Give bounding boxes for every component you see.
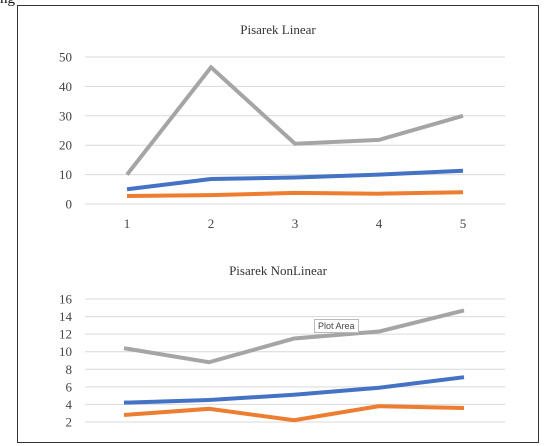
linear-y-tick-label: 0 xyxy=(66,197,73,212)
linear-series-line xyxy=(126,190,464,199)
nonlinear-y-tick-label: 8 xyxy=(66,362,73,377)
linear-y-tick-label: 20 xyxy=(59,138,72,153)
nonlinear-y-tick-label: 14 xyxy=(59,309,73,324)
linear-x-tick-label: 2 xyxy=(208,216,215,231)
linear-x-tick-label: 3 xyxy=(292,216,299,231)
nonlinear-y-tick-label: 10 xyxy=(59,344,72,359)
nonlinear-chart-title: Pisarek NonLinear xyxy=(229,263,327,278)
nonlinear-y-tick-label: 12 xyxy=(59,327,72,342)
figure-caption-fragment: ng xyxy=(0,0,15,8)
nonlinear-series-line xyxy=(123,375,465,405)
linear-chart-panel: Pisarek Linear xyxy=(17,5,539,243)
nonlinear-y-tick-label: 4 xyxy=(66,397,73,412)
linear-y-tick-label: 10 xyxy=(59,167,72,182)
plot-area-tooltip: Plot Area xyxy=(314,319,359,333)
linear-x-tick-label: 1 xyxy=(124,216,131,231)
linear-x-tick-label: 4 xyxy=(376,216,383,231)
linear-y-tick-label: 30 xyxy=(59,108,72,123)
linear-y-tick-label: 50 xyxy=(59,50,72,65)
nonlinear-y-tick-label: 6 xyxy=(66,379,73,394)
nonlinear-series-line xyxy=(123,404,465,423)
linear-chart-title: Pisarek Linear xyxy=(240,22,316,37)
linear-series-line xyxy=(126,168,464,192)
nonlinear-y-tick-label: 2 xyxy=(66,415,73,430)
linear-x-tick-label: 5 xyxy=(460,216,467,231)
linear-y-tick-label: 40 xyxy=(59,79,72,94)
linear-series-line xyxy=(125,64,464,176)
nonlinear-series-line xyxy=(123,308,465,365)
nonlinear-y-tick-label: 16 xyxy=(59,292,73,307)
